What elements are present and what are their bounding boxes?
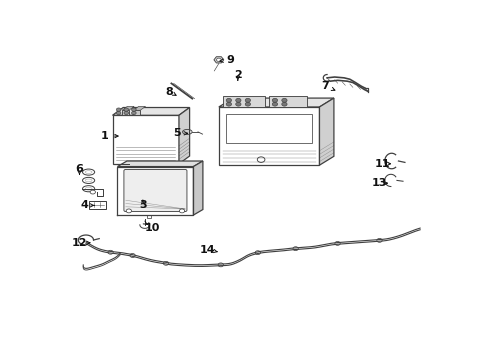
Ellipse shape [82,186,95,192]
Circle shape [293,247,298,251]
Ellipse shape [82,177,95,184]
Circle shape [179,209,185,213]
Circle shape [124,108,128,111]
Circle shape [132,111,136,114]
Text: 7: 7 [321,81,329,91]
Circle shape [255,251,261,255]
Circle shape [272,98,278,102]
Text: 2: 2 [234,70,242,80]
Ellipse shape [85,171,92,174]
Ellipse shape [82,169,95,175]
Text: 11: 11 [374,159,390,169]
Text: 5: 5 [173,128,181,138]
Bar [223,96,266,107]
Text: 13: 13 [372,178,387,188]
Bar [113,115,179,164]
Circle shape [282,98,287,102]
Circle shape [272,102,278,106]
Circle shape [377,238,382,242]
Circle shape [218,263,223,267]
Circle shape [90,190,96,194]
Polygon shape [133,107,146,110]
Text: 1: 1 [101,131,109,141]
Text: 12: 12 [72,238,87,248]
Circle shape [217,58,221,62]
Circle shape [226,98,232,102]
Circle shape [226,102,232,106]
Circle shape [236,102,241,106]
Circle shape [245,102,250,106]
Circle shape [108,250,113,254]
Ellipse shape [85,187,92,190]
Circle shape [130,253,135,257]
Circle shape [126,209,131,213]
Bar [133,110,140,115]
Ellipse shape [85,179,92,182]
Bar [147,215,151,218]
Circle shape [245,98,250,102]
Polygon shape [179,108,190,164]
Text: 8: 8 [166,87,173,97]
Bar [219,107,319,165]
Text: 3: 3 [139,201,147,210]
FancyBboxPatch shape [124,170,187,212]
Bar [226,114,312,143]
Polygon shape [194,161,203,215]
Circle shape [124,111,128,114]
Polygon shape [219,98,334,107]
Circle shape [163,261,169,265]
Bar [122,110,129,115]
Text: 10: 10 [145,222,160,233]
Circle shape [335,242,340,246]
Circle shape [257,157,265,162]
Text: 9: 9 [226,55,234,65]
Polygon shape [319,98,334,165]
Polygon shape [214,57,224,63]
Circle shape [282,102,287,106]
Text: 14: 14 [199,245,215,255]
Circle shape [117,111,121,114]
Text: 4: 4 [81,201,89,210]
Bar [89,201,106,209]
Polygon shape [113,108,190,115]
Text: 6: 6 [75,164,83,174]
Polygon shape [122,107,134,110]
Circle shape [117,108,121,111]
Circle shape [132,108,136,111]
Bar [269,96,308,107]
Circle shape [236,98,241,102]
Polygon shape [118,161,203,167]
